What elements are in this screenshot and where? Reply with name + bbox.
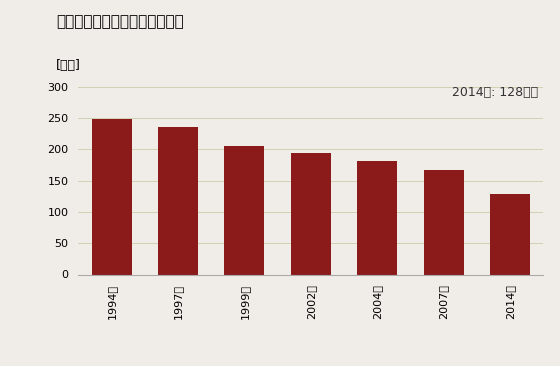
- Bar: [357, 161, 397, 274]
- Bar: [291, 153, 331, 274]
- Bar: [424, 170, 464, 274]
- Bar: [225, 146, 264, 274]
- Text: 小売業の年間商品販売額の推移: 小売業の年間商品販売額の推移: [56, 15, 184, 30]
- Bar: [490, 194, 530, 274]
- Bar: [158, 127, 198, 274]
- Text: 2014年: 128億円: 2014年: 128億円: [452, 86, 539, 99]
- Bar: [92, 119, 132, 274]
- Text: [億円]: [億円]: [56, 59, 81, 72]
